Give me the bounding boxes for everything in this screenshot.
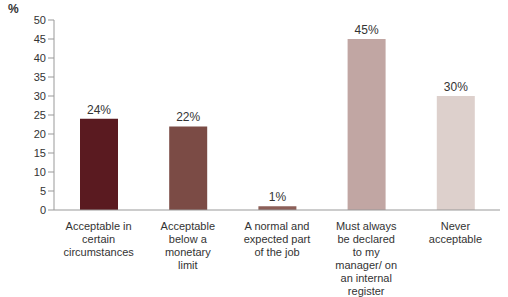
svg-text:%: % (8, 2, 19, 16)
svg-text:Acceptable incertaincircumstan: Acceptable incertaincircumstances (63, 220, 134, 258)
svg-text:24%: 24% (87, 103, 111, 117)
svg-text:45%: 45% (355, 23, 379, 37)
svg-text:0: 0 (40, 204, 46, 216)
svg-text:25: 25 (34, 109, 46, 121)
svg-text:A normal andexpected partof th: A normal andexpected partof the job (244, 220, 311, 258)
svg-text:22%: 22% (176, 110, 200, 124)
svg-text:15: 15 (34, 147, 46, 159)
svg-text:30%: 30% (444, 80, 468, 94)
svg-text:Must alwaysbe declaredto myman: Must alwaysbe declaredto mymanager/ onan… (335, 220, 397, 297)
svg-text:10: 10 (34, 166, 46, 178)
svg-text:Acceptablebelow amonetarylimit: Acceptablebelow amonetarylimit (161, 220, 215, 271)
svg-text:Neveracceptable: Neveracceptable (429, 220, 482, 245)
svg-text:5: 5 (40, 185, 46, 197)
svg-text:40: 40 (34, 52, 46, 64)
svg-text:45: 45 (34, 33, 46, 45)
svg-text:20: 20 (34, 128, 46, 140)
svg-text:50: 50 (34, 14, 46, 26)
svg-text:35: 35 (34, 71, 46, 83)
svg-text:1%: 1% (269, 190, 287, 204)
svg-text:30: 30 (34, 90, 46, 102)
